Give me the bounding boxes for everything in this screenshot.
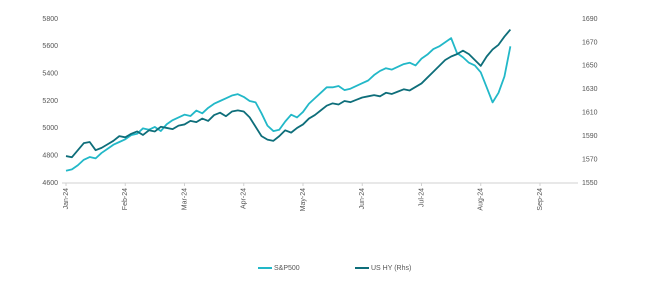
y2-tick-label: 1690 [582, 16, 598, 23]
y2-tick-label: 1590 [582, 133, 598, 140]
y-tick-label: 5800 [42, 16, 58, 23]
y2-tick-label: 1670 [582, 39, 598, 46]
x-tick-label: Jul-24 [418, 188, 425, 207]
y2-tick-label: 1570 [582, 156, 598, 163]
x-tick-label: Feb-24 [122, 188, 129, 210]
x-tick-label: May-24 [300, 188, 307, 211]
x-tick-label: Apr-24 [241, 188, 248, 209]
y-tick-label: 4600 [42, 180, 58, 187]
y2-tick-label: 1630 [582, 86, 598, 93]
legend-label: S&P500 [274, 265, 300, 272]
legend-label: US HY (Rhs) [371, 265, 411, 272]
y-tick-label: 5600 [42, 43, 58, 50]
series-line [65, 37, 512, 172]
y2-tick-label: 1610 [582, 110, 598, 117]
x-tick-label: Mar-24 [181, 188, 188, 210]
x-tick-label: Sep-24 [537, 188, 544, 211]
x-tick-label: Aug-24 [478, 188, 485, 211]
series-line [65, 28, 512, 159]
y-tick-label: 5000 [42, 125, 58, 132]
y-tick-label: 5400 [42, 71, 58, 78]
x-tick-label: Jun-24 [359, 188, 366, 210]
y-tick-label: 5200 [42, 98, 58, 105]
y-tick-label: 4800 [42, 153, 58, 160]
y2-tick-label: 1550 [582, 180, 598, 187]
y2-tick-label: 1650 [582, 63, 598, 70]
x-tick-label: Jan-24 [63, 188, 70, 210]
